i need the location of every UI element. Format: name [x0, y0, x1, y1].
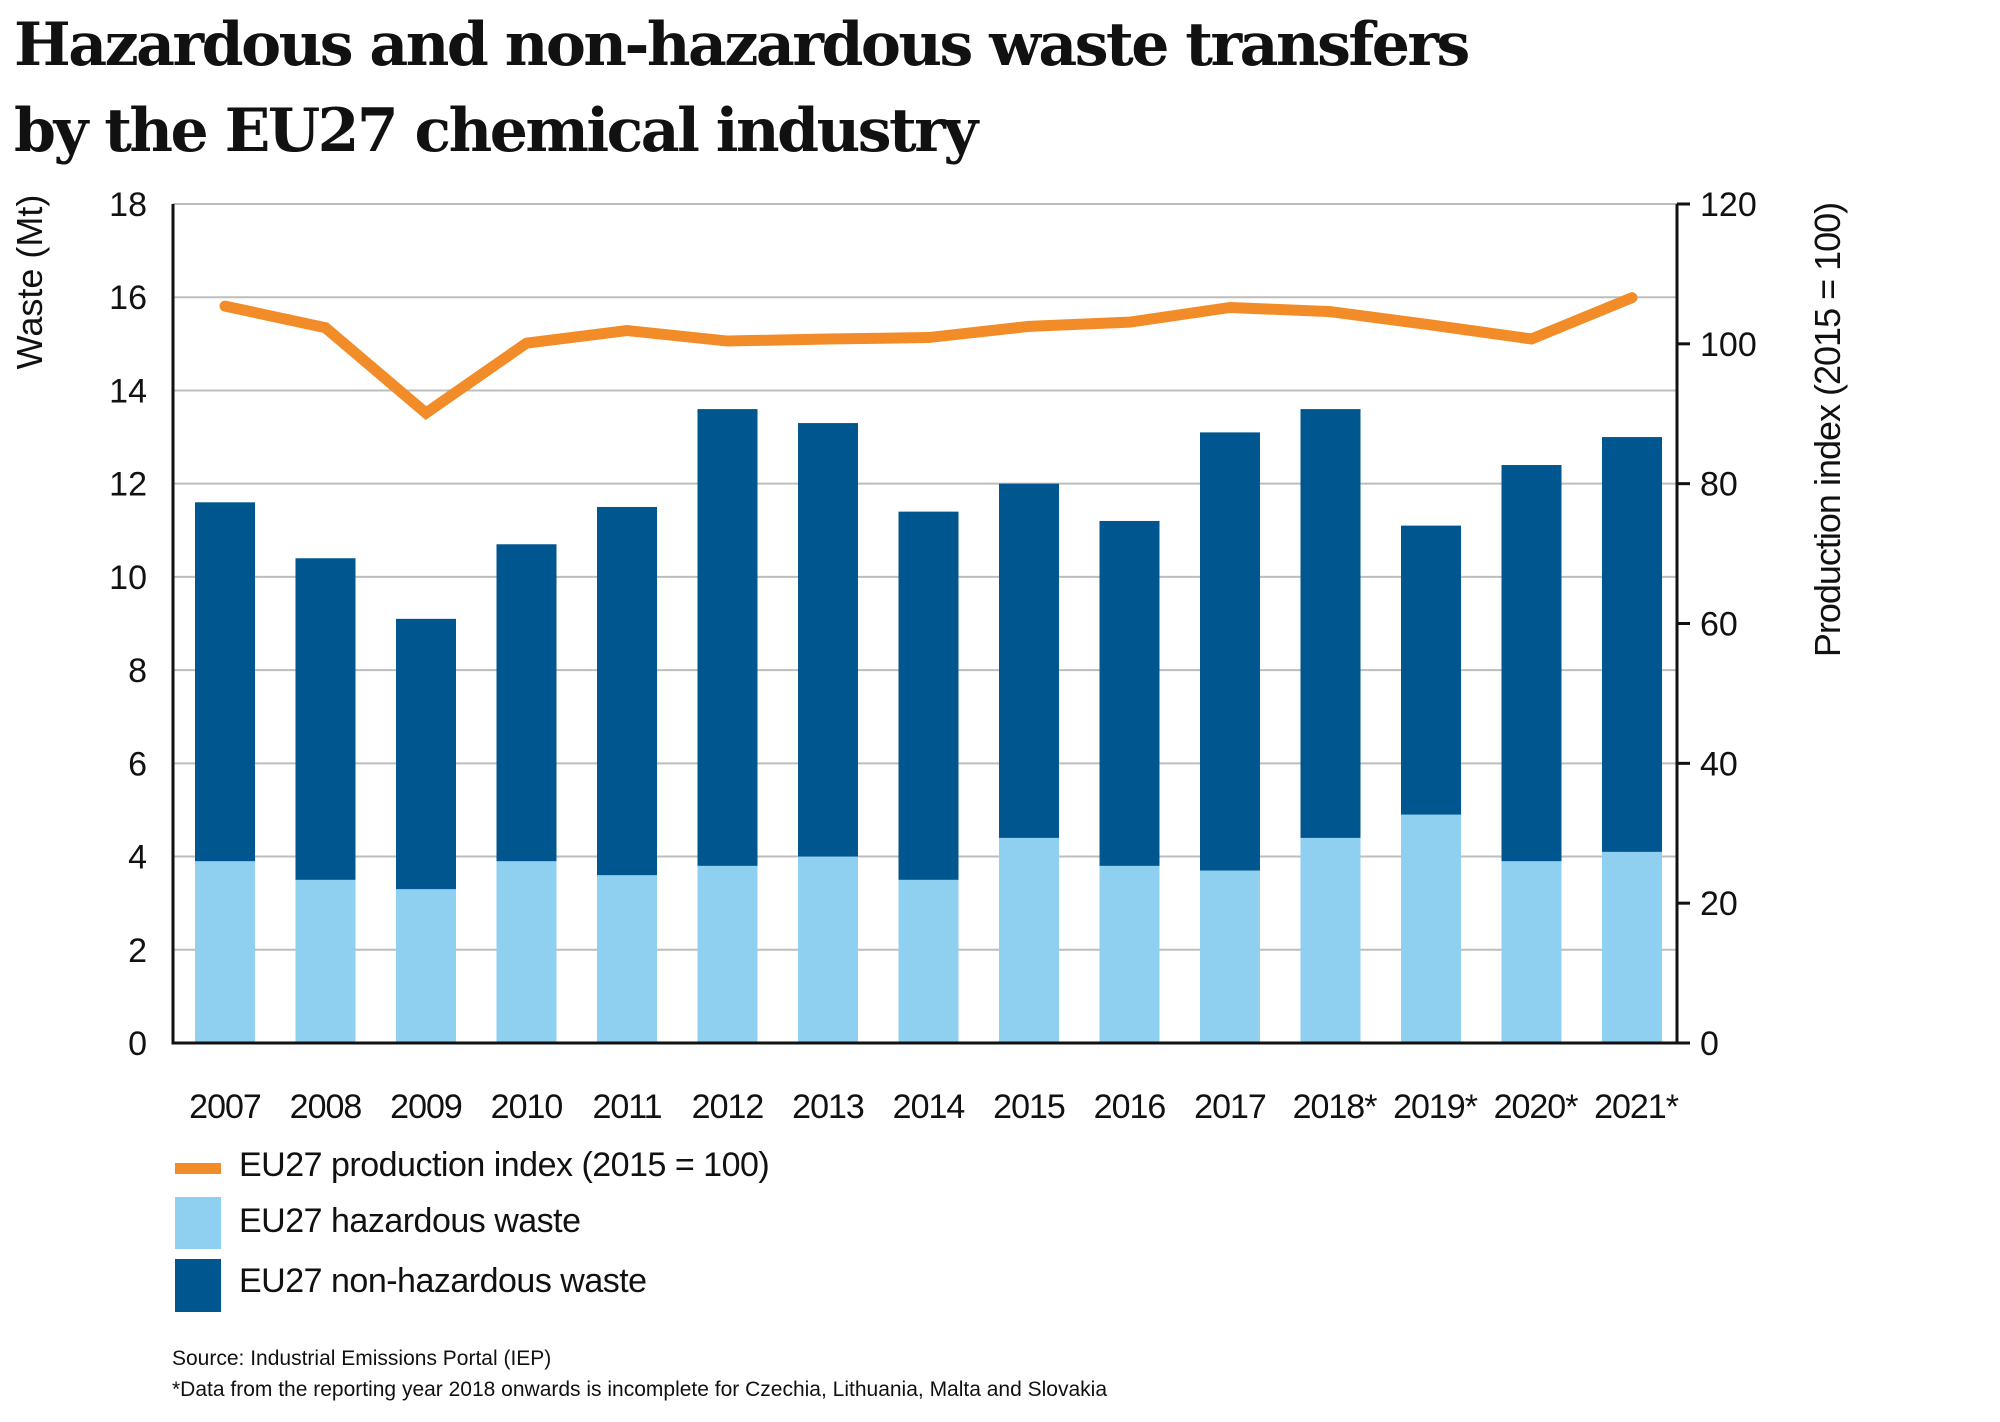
x-tick-label: 2020* — [1494, 1088, 1579, 1126]
x-tick-label: 2018* — [1293, 1088, 1378, 1126]
production-index-line-group — [219, 292, 1638, 420]
bar-non-hazardous-2009 — [396, 618, 456, 890]
bar-hazardous-2017 — [1200, 870, 1260, 1043]
bar-hazardous-2012 — [697, 865, 758, 1043]
legend-swatch-non-hazardous — [175, 1259, 221, 1312]
left-tick-label: 16 — [109, 279, 147, 317]
right-axis-tick-labels: 0 20 40 60 80 100 120 — [1700, 186, 1757, 1063]
x-tick-label: 2014 — [893, 1088, 965, 1126]
x-tick-label: 2016 — [1094, 1088, 1166, 1126]
data-note: *Data from the reporting year 2018 onwar… — [172, 1378, 1108, 1401]
x-axis-tick-labels: 2007 2008 2009 2010 2011 2012 2013 2014 2015 2016… — [189, 1088, 1680, 1126]
legend-swatch-production-index — [175, 1163, 221, 1174]
bar-non-hazardous-2010 — [496, 544, 557, 862]
source-note: Source: Industrial Emissions Portal (IEP… — [172, 1347, 552, 1370]
bar-hazardous-2009 — [396, 889, 456, 1043]
x-tick-label: 2008 — [290, 1088, 362, 1126]
left-tick-label: 0 — [128, 1025, 147, 1063]
axes — [171, 202, 1690, 1045]
bar-hazardous-2020 — [1501, 861, 1562, 1043]
legend-label-hazardous: EU27 hazardous waste — [239, 1202, 581, 1240]
right-tick-label: 120 — [1700, 186, 1757, 224]
x-tick-label: 2017 — [1194, 1088, 1266, 1126]
x-tick-label: 2021* — [1594, 1088, 1679, 1126]
chart-title-line-2: by the EU27 chemical industry — [14, 96, 978, 166]
right-axis-title: Production index (2015 = 100) — [1807, 203, 1848, 657]
left-tick-label: 6 — [128, 745, 147, 783]
x-tick-label: 2011 — [592, 1088, 661, 1126]
x-tick-label: 2010 — [491, 1088, 563, 1126]
chart-title-line-1: Hazardous and non-hazardous waste transf… — [14, 10, 1470, 80]
bar-non-hazardous-2013 — [798, 423, 858, 857]
legend-item-hazardous: EU27 hazardous waste — [175, 1197, 875, 1249]
bar-non-hazardous-2017 — [1200, 432, 1260, 871]
production-index-line — [219, 292, 1638, 420]
chart-title: Hazardous and non-hazardous waste transf… — [14, 2, 1514, 174]
bar-hazardous-2021 — [1602, 851, 1662, 1043]
x-tick-label: 2019* — [1393, 1088, 1478, 1126]
right-tick-label: 40 — [1700, 745, 1738, 783]
bar-hazardous-2018 — [1300, 837, 1361, 1043]
left-tick-label: 14 — [109, 372, 147, 410]
bar-hazardous-2007 — [195, 861, 255, 1043]
legend-item-production-index: EU27 production index (2015 = 100) — [175, 1146, 875, 1202]
left-axis-tick-labels: 0 2 4 6 8 10 12 14 16 18 — [109, 186, 147, 1063]
bar-non-hazardous-2018 — [1300, 409, 1361, 838]
right-tick-label: 100 — [1700, 326, 1757, 364]
bar-hazardous-2019 — [1401, 814, 1461, 1043]
bar-non-hazardous-2021 — [1602, 437, 1662, 852]
bar-non-hazardous-2008 — [295, 558, 356, 880]
x-tick-label: 2013 — [792, 1088, 864, 1126]
left-axis-title: Waste (Mt) — [9, 195, 50, 370]
left-tick-label: 10 — [109, 559, 147, 597]
bar-non-hazardous-2016 — [1099, 520, 1160, 866]
bar-hazardous-2016 — [1099, 865, 1160, 1043]
right-tick-label: 20 — [1700, 885, 1738, 923]
left-tick-label: 18 — [109, 186, 147, 224]
bar-hazardous-2011 — [597, 875, 657, 1043]
bar-hazardous-2013 — [798, 856, 858, 1043]
bar-non-hazardous-2012 — [697, 409, 758, 866]
x-tick-label: 2007 — [189, 1088, 261, 1126]
bars — [195, 409, 1662, 1043]
legend-swatch-hazardous — [175, 1197, 221, 1249]
bar-non-hazardous-2011 — [597, 506, 657, 876]
right-tick-label: 0 — [1700, 1025, 1719, 1063]
bar-hazardous-2010 — [496, 861, 557, 1043]
x-tick-label: 2009 — [390, 1088, 462, 1126]
bar-non-hazardous-2019 — [1401, 525, 1461, 815]
x-tick-label: 2015 — [993, 1088, 1065, 1126]
right-tick-label: 60 — [1700, 606, 1738, 644]
bar-non-hazardous-2007 — [195, 502, 255, 862]
left-tick-label: 8 — [128, 652, 147, 690]
legend-item-non-hazardous: EU27 non-hazardous waste — [175, 1259, 875, 1312]
legend-label-non-hazardous: EU27 non-hazardous waste — [239, 1262, 647, 1300]
bar-hazardous-2015 — [999, 837, 1059, 1043]
bar-hazardous-2008 — [295, 879, 356, 1043]
bar-hazardous-2014 — [898, 879, 959, 1043]
x-tick-label: 2012 — [692, 1088, 764, 1126]
bar-non-hazardous-2015 — [999, 483, 1059, 838]
left-tick-label: 4 — [128, 839, 147, 877]
waste-chart: 0 2 4 6 8 10 12 14 16 18 0 20 40 60 80 100 120 2007 2008… — [9, 186, 1848, 1126]
right-tick-label: 80 — [1700, 466, 1738, 504]
left-tick-label: 2 — [128, 932, 147, 970]
bar-non-hazardous-2020 — [1501, 465, 1562, 862]
legend-label-production-index: EU27 production index (2015 = 100) — [239, 1146, 770, 1184]
left-tick-label: 12 — [109, 466, 147, 504]
bar-non-hazardous-2014 — [898, 511, 959, 880]
